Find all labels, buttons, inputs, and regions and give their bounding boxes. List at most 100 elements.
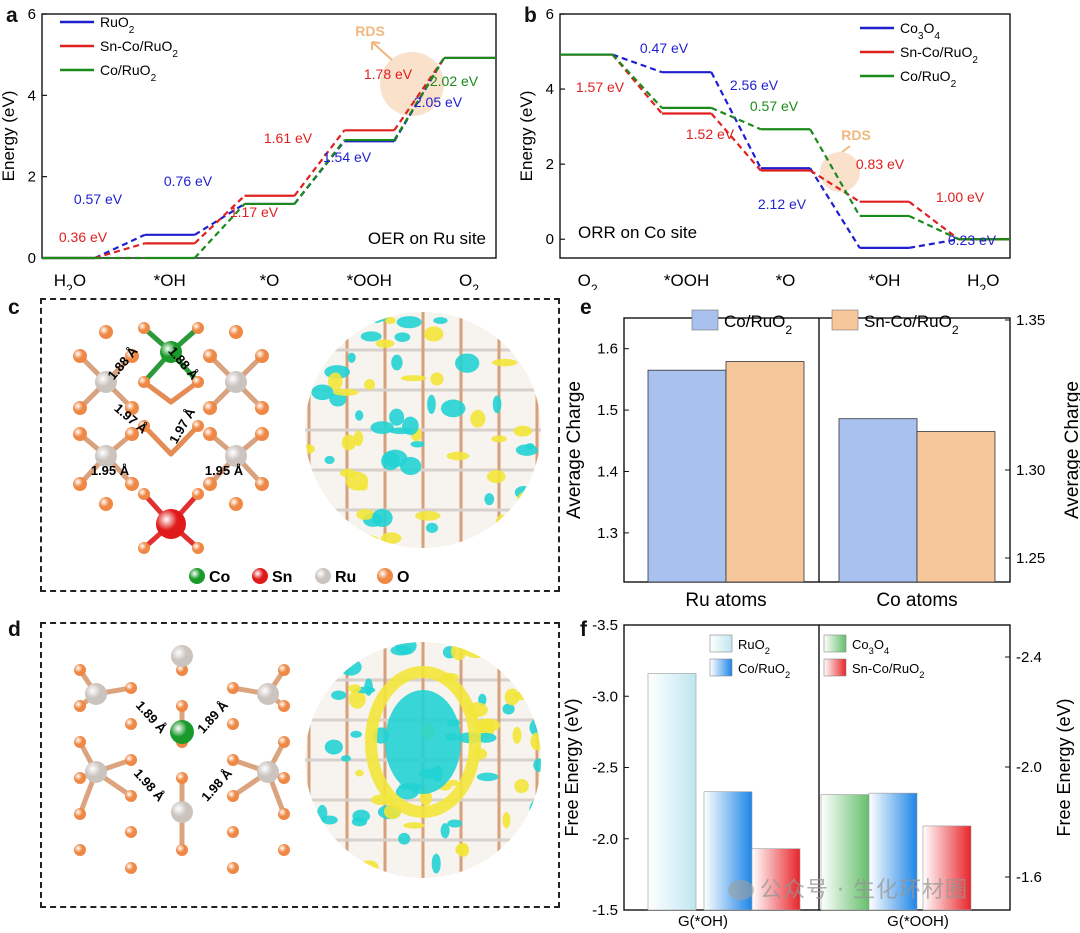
o-atom [125,754,137,766]
legend-label: RuO2 [738,637,770,656]
iso-blob [317,804,328,822]
category-label: G(*OOH) [887,913,949,930]
y-tick-label-right: 1.35 [1016,312,1045,329]
energy-annotation: 0.47 eV [640,40,689,56]
iso-blob [514,485,533,499]
bond-length-label: 1.95 Å [91,463,130,478]
chart-a-oer: 0 2 4 6 Energy (eV) H2O *OH *O *OOH O2 RDS RuO2Sn-C… [0,6,497,290]
category-label: G(*OH) [678,913,728,930]
iso-blob [484,493,495,506]
iso-blob [355,535,380,548]
bar-RuO2 [647,673,697,911]
iso-blob [355,769,364,777]
x-step-label: O2 [459,271,479,290]
iso-blob [331,690,347,701]
iso-blob [424,326,444,342]
x-step-label: *OH [154,271,186,290]
o-atom [255,477,269,491]
o-atom [138,420,150,432]
energy-annotation: 0.83 eV [856,156,905,172]
iso-blob [450,642,467,661]
iso-blob [305,334,322,344]
bond [168,423,201,457]
o-atom [278,736,290,748]
iso-blob [513,425,533,437]
energy-annotation: 0.57 eV [750,98,799,114]
iso-blob [495,514,510,534]
o-atom [192,376,204,388]
o-atom [74,700,86,712]
legend-atom [252,568,268,584]
legend-atom [189,568,205,584]
co-atom [170,720,194,744]
iso-blob [504,688,520,706]
legend-swatch [823,634,847,653]
iso-blob [356,508,375,520]
o-atom [125,401,139,415]
bar-Sn-Co/RuO2 [751,848,801,911]
energy-annotation: 2.05 eV [414,94,463,110]
iso-blob [372,508,393,528]
iso-blob [391,354,403,371]
legend-swatch [831,309,859,331]
o-atom [125,790,137,802]
panel-label-c: c [8,296,20,319]
energy-annotation: 1.57 eV [576,79,625,95]
plot-frame [559,13,1011,259]
y-axis-label-right: Average Charge [1062,381,1080,519]
energy-annotation: 0.36 eV [59,229,108,245]
structure-c-frame [40,298,560,592]
connector-Co/RuO2 [710,106,762,131]
o-atom [138,322,150,334]
panel-label-f: f [580,618,587,641]
y-tick-label: 1.5 [597,402,618,419]
y-tick-label-right: -2.0 [1016,759,1042,776]
y-tick-label-right: -1.6 [1016,869,1042,886]
iso-blob [396,316,422,329]
iso-blob [398,832,411,845]
bond-length-label: 1.98 Å [131,766,168,805]
energy-annotation: 1.78 eV [364,66,413,82]
chart-f-free-energy: -3.5 -3.0 -2.5 -2.0 -1.5 -2.4 -2.0 -1.6 Free Ene… [562,617,1074,930]
iso-ring [365,666,481,818]
iso-blob [430,372,444,386]
x-step-label: *OOH [347,271,392,290]
iso-core [385,690,461,794]
panel-label-d: d [8,618,21,641]
x-step-label: O2 [578,271,598,290]
connector-Co/RuO2 [393,57,446,141]
ru-atom [257,761,279,783]
y-axis-label-left: Average Charge [564,381,585,519]
iso-blob [431,853,441,874]
energy-annotation: 0.23 eV [948,232,997,248]
iso-blob [476,772,499,782]
ru-atom [95,371,117,393]
o-atom [229,497,243,511]
ru-atom [85,761,107,783]
bond-length-label: 1.88 Å [165,344,202,383]
o-atom [176,844,188,856]
x-step-label: *O [776,271,796,290]
o-atom [255,349,269,363]
iso-blob [385,316,396,325]
structure-c: 1.88 Å 1.88 Å1.97 Å 1.97 Å1.95 Å 1.95 ÅCo Sn… [73,312,541,586]
o-atom [227,862,239,874]
bar-Co/RuO2 [838,418,918,583]
o-atom [278,808,290,820]
iso-blob [446,451,470,461]
iso-blob [389,408,405,426]
y-tick-label: 1.4 [597,463,618,480]
iso-blob [502,703,515,715]
o-atom [176,772,188,784]
o-atom [73,477,87,491]
o-atom [176,664,188,676]
ru-atom [171,645,193,667]
iso-blob [529,800,541,820]
iso-blob [510,523,520,535]
iso-blob [370,421,394,434]
o-atom [73,349,87,363]
bond-length-label: 1.89 Å [194,697,231,736]
iso-blob [364,678,373,696]
connector-Co/RuO2 [193,203,246,259]
category-label: Ru atoms [685,590,766,611]
